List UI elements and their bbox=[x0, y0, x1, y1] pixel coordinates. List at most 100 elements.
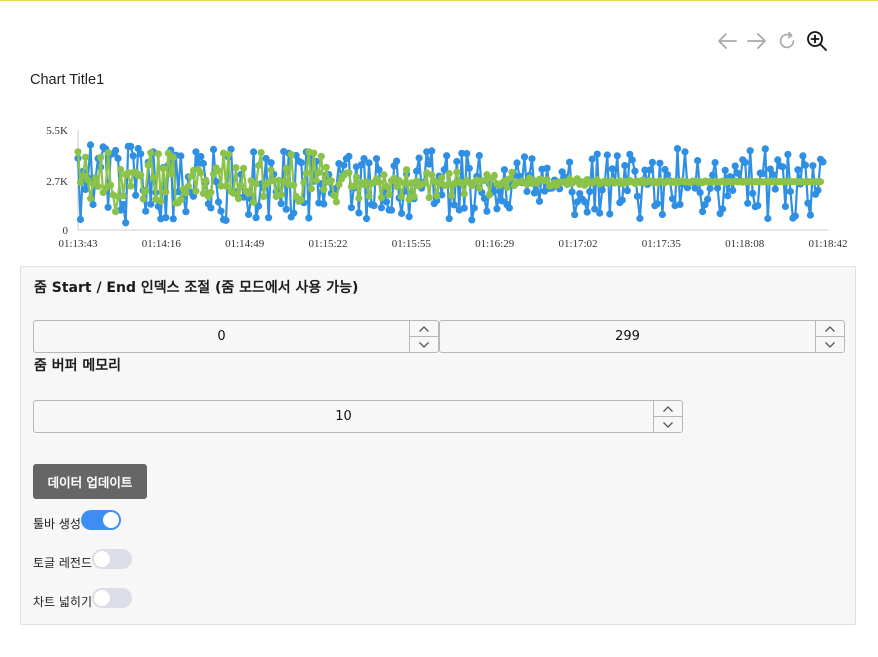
data-point[interactable] bbox=[287, 150, 295, 158]
data-point[interactable] bbox=[440, 166, 448, 174]
data-point[interactable] bbox=[250, 148, 258, 156]
data-point[interactable] bbox=[207, 204, 215, 212]
data-point[interactable] bbox=[653, 200, 662, 208]
data-point[interactable] bbox=[94, 182, 102, 191]
data-point[interactable] bbox=[749, 189, 757, 197]
data-point[interactable] bbox=[470, 204, 478, 212]
data-point[interactable] bbox=[443, 181, 451, 189]
data-point[interactable] bbox=[791, 212, 800, 220]
data-point[interactable] bbox=[297, 196, 305, 204]
widen-chart-toggle-switch[interactable] bbox=[92, 587, 133, 608]
data-point[interactable] bbox=[92, 174, 100, 182]
data-point[interactable] bbox=[222, 216, 230, 224]
data-point[interactable] bbox=[229, 189, 238, 197]
arrow-right-icon[interactable] bbox=[744, 28, 770, 54]
data-point[interactable] bbox=[355, 194, 363, 202]
data-point[interactable] bbox=[187, 172, 195, 180]
data-point[interactable] bbox=[97, 153, 105, 161]
data-point[interactable] bbox=[124, 169, 132, 177]
data-point[interactable] bbox=[302, 169, 310, 177]
data-point[interactable] bbox=[781, 202, 790, 211]
data-point[interactable] bbox=[127, 182, 135, 190]
line-chart[interactable]: 0 2.7K 5.5K 01:13:43 01:14:16 01:14:49 01:15:2… bbox=[0, 110, 878, 258]
data-point[interactable] bbox=[483, 207, 491, 215]
data-point[interactable] bbox=[769, 170, 777, 179]
data-point[interactable] bbox=[568, 188, 576, 196]
data-point[interactable] bbox=[794, 166, 802, 174]
data-point[interactable] bbox=[774, 156, 782, 164]
data-point[interactable] bbox=[709, 171, 717, 179]
data-point[interactable] bbox=[809, 162, 817, 170]
data-point[interactable] bbox=[164, 149, 172, 157]
data-point[interactable] bbox=[393, 157, 401, 165]
data-point[interactable] bbox=[505, 175, 513, 183]
data-point[interactable] bbox=[621, 161, 629, 170]
data-point[interactable] bbox=[445, 215, 453, 223]
data-point[interactable] bbox=[543, 176, 551, 184]
data-point[interactable] bbox=[282, 205, 290, 213]
data-point[interactable] bbox=[167, 170, 175, 178]
data-point[interactable] bbox=[240, 164, 248, 172]
data-point[interactable] bbox=[377, 194, 386, 202]
zoom-start-stepper[interactable]: 0 bbox=[33, 320, 439, 353]
data-point[interactable] bbox=[724, 192, 732, 200]
refresh-icon[interactable] bbox=[774, 28, 800, 54]
data-point[interactable] bbox=[177, 152, 185, 160]
data-point[interactable] bbox=[330, 191, 338, 199]
data-point[interactable] bbox=[365, 159, 373, 167]
data-point[interactable] bbox=[403, 166, 411, 174]
data-point[interactable] bbox=[81, 153, 90, 161]
data-point[interactable] bbox=[498, 197, 506, 205]
data-point[interactable] bbox=[119, 200, 127, 209]
data-point[interactable] bbox=[483, 171, 491, 179]
data-point[interactable] bbox=[322, 163, 330, 171]
data-point[interactable] bbox=[453, 168, 461, 176]
data-point[interactable] bbox=[673, 145, 682, 153]
chevron-down-icon[interactable] bbox=[816, 336, 844, 352]
data-point[interactable] bbox=[699, 208, 707, 216]
data-point[interactable] bbox=[784, 150, 792, 158]
data-point[interactable] bbox=[222, 182, 230, 190]
data-point[interactable] bbox=[691, 184, 699, 192]
data-point[interactable] bbox=[583, 208, 591, 216]
data-point[interactable] bbox=[305, 214, 313, 222]
data-point[interactable] bbox=[729, 186, 737, 194]
data-point[interactable] bbox=[315, 169, 323, 177]
data-point[interactable] bbox=[250, 198, 258, 206]
data-point[interactable] bbox=[357, 161, 365, 169]
data-point[interactable] bbox=[480, 194, 488, 203]
data-point[interactable] bbox=[731, 162, 739, 170]
data-point[interactable] bbox=[104, 149, 112, 157]
data-point[interactable] bbox=[571, 211, 579, 219]
data-point[interactable] bbox=[234, 195, 243, 203]
data-point[interactable] bbox=[475, 152, 483, 160]
data-point[interactable] bbox=[142, 187, 150, 195]
data-point[interactable] bbox=[377, 204, 386, 212]
data-point[interactable] bbox=[217, 182, 225, 190]
data-point[interactable] bbox=[500, 166, 508, 174]
data-point[interactable] bbox=[608, 165, 616, 173]
data-point[interactable] bbox=[107, 181, 115, 189]
data-point[interactable] bbox=[262, 154, 270, 163]
data-point[interactable] bbox=[428, 147, 436, 155]
data-point[interactable] bbox=[495, 187, 503, 195]
data-point[interactable] bbox=[520, 153, 529, 161]
data-point[interactable] bbox=[117, 165, 125, 174]
data-point[interactable] bbox=[182, 208, 190, 216]
data-point[interactable] bbox=[668, 195, 677, 203]
chevron-down-icon[interactable] bbox=[410, 336, 438, 352]
data-point[interactable] bbox=[104, 203, 112, 211]
data-point[interactable] bbox=[360, 155, 368, 163]
data-point[interactable] bbox=[463, 150, 471, 158]
data-point[interactable] bbox=[224, 150, 233, 158]
data-point[interactable] bbox=[114, 154, 122, 163]
data-point[interactable] bbox=[137, 171, 145, 179]
data-point[interactable] bbox=[475, 184, 483, 192]
data-point[interactable] bbox=[232, 164, 240, 172]
data-point[interactable] bbox=[744, 199, 752, 207]
data-point[interactable] bbox=[365, 192, 373, 200]
data-point[interactable] bbox=[438, 174, 446, 182]
data-point[interactable] bbox=[816, 178, 825, 186]
data-point[interactable] bbox=[217, 207, 225, 215]
data-point[interactable] bbox=[375, 178, 383, 186]
